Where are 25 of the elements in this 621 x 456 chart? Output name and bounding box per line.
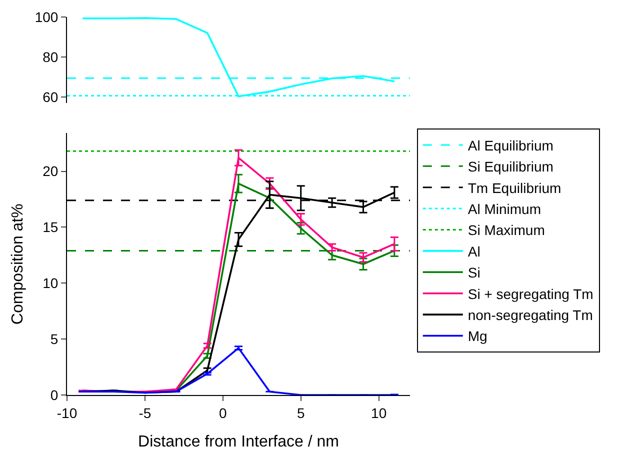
y-axis-title: Composition at% (10, 204, 27, 325)
legend-label: Tm Equilibrium (468, 180, 562, 196)
y-tick-label: 15 (42, 219, 58, 236)
y-tick-label: 80 (42, 48, 58, 65)
legend-label: non-segregating Tm (468, 307, 593, 324)
y-tick-label: 20 (42, 163, 58, 180)
x-tick-label: 5 (296, 404, 305, 421)
y-tick-label: 0 (50, 386, 58, 403)
y-tick-label: 5 (50, 330, 58, 347)
legend-label: Si Equilibrium (468, 158, 554, 175)
y-tick-label: 10 (42, 275, 58, 292)
legend-label: Al (468, 243, 480, 260)
x-tick-label: 0 (219, 404, 228, 421)
legend-label: Si (468, 264, 480, 281)
legend-label: Si Maximum (468, 222, 545, 238)
x-axis-title: Distance from Interface / nm (138, 434, 339, 450)
legend-label: Si + segregating Tm (468, 286, 594, 302)
y-tick-label: 60 (42, 88, 58, 105)
x-tick-label: 10 (371, 404, 387, 421)
y-tick-label: 100 (34, 8, 58, 25)
legend-label: Al Minimum (468, 201, 541, 218)
legend-label: Mg (468, 328, 488, 344)
legend-label: Al Equilibrium (468, 137, 554, 154)
x-tick-label: -5 (138, 404, 152, 421)
x-tick-label: -10 (56, 404, 78, 421)
